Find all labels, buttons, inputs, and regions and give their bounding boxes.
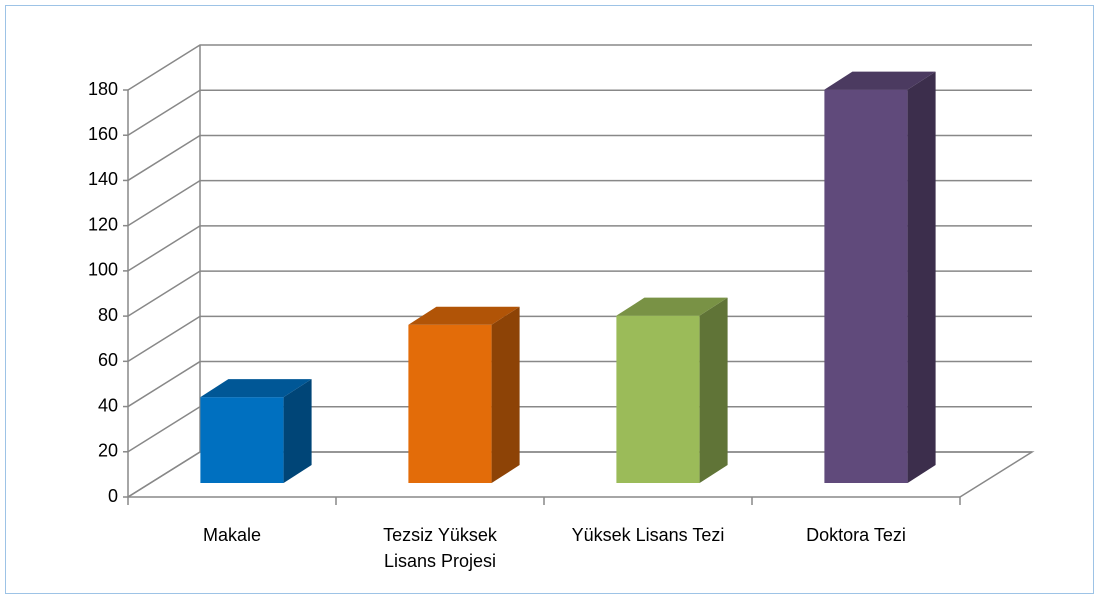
- grid-line: [127, 360, 1032, 408]
- bar-front: [200, 397, 284, 483]
- bar-front: [408, 324, 492, 483]
- grid-line: [127, 179, 1032, 227]
- bar: [408, 306, 520, 483]
- y-tick-label: 160: [88, 124, 118, 144]
- bar-front: [824, 89, 908, 484]
- bar-top: [408, 306, 520, 325]
- bar-top: [200, 379, 312, 398]
- grid-line: [127, 44, 1032, 91]
- bar-side: [283, 379, 312, 483]
- y-tick-label: 140: [88, 169, 118, 189]
- grid-line: [127, 451, 1032, 498]
- x-tick-label: Yüksek Lisans Tezi: [571, 525, 725, 545]
- y-tick-label: 80: [98, 305, 118, 325]
- y-tick-label: 60: [98, 350, 118, 370]
- bar-side: [699, 297, 728, 483]
- y-tick-label: 20: [98, 441, 118, 461]
- bar-top: [616, 297, 728, 316]
- x-tick-label: Doktora Tezi: [806, 525, 906, 545]
- bar-top: [824, 71, 936, 90]
- y-tick-label: 180: [88, 79, 118, 99]
- bar: [200, 379, 312, 483]
- chart-border: [5, 5, 1094, 594]
- grid-line: [127, 406, 1032, 453]
- grid-line: [127, 134, 1032, 182]
- x-tick-label: Makale: [202, 525, 262, 545]
- grid-line: [127, 225, 1032, 272]
- bar-side: [491, 306, 520, 483]
- grid-line: [127, 89, 1032, 136]
- bar: [824, 71, 936, 484]
- y-tick-label: 100: [88, 260, 118, 280]
- bar: [616, 297, 728, 483]
- grid-line: [127, 270, 1032, 317]
- bar-side: [907, 71, 936, 484]
- grid-line: [127, 315, 1032, 362]
- x-tick-label: Tezsiz Yüksek Lisans Projesi: [383, 525, 497, 571]
- y-tick-label: 120: [88, 214, 118, 234]
- y-tick-label: 40: [98, 395, 118, 415]
- y-tick-label: 0: [108, 486, 118, 506]
- bar-front: [616, 315, 700, 483]
